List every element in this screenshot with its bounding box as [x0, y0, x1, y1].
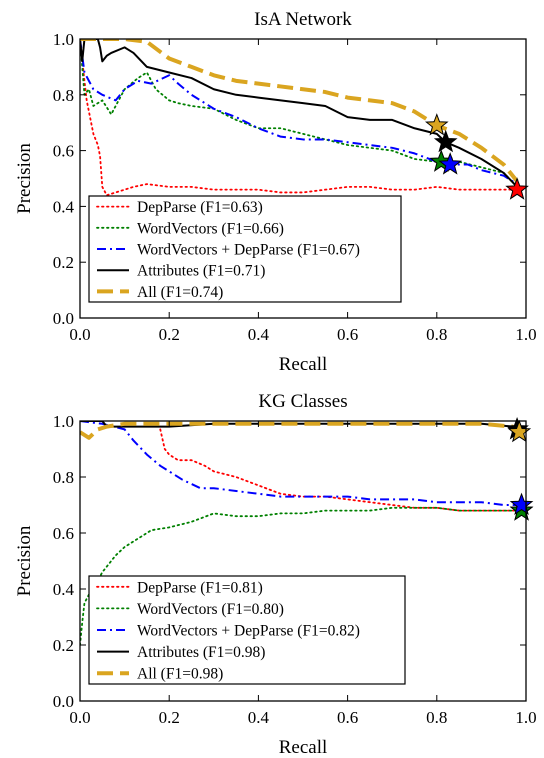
y-tick-label: 0.6 — [53, 142, 74, 161]
y-tick-label: 0.6 — [53, 524, 74, 543]
operating-point-star-5 — [507, 419, 532, 443]
x-tick-label: 0.6 — [337, 708, 358, 727]
series-line-1 — [159, 428, 523, 512]
operating-point-star-5 — [424, 113, 449, 136]
y-tick-label: 0.0 — [53, 309, 74, 328]
legend-label-1: DepParse (F1=0.63) — [137, 199, 263, 216]
series-line-2 — [80, 39, 518, 188]
legend-label-2: WordVectors (F1=0.80) — [137, 601, 284, 618]
series-line-1 — [80, 39, 518, 197]
legend-label-4: Attributes (F1=0.71) — [137, 263, 265, 280]
series-line-3 — [80, 39, 518, 185]
y-tick-label: 0.0 — [53, 692, 74, 711]
x-tick-label: 0.4 — [248, 708, 270, 727]
legend-box — [88, 575, 406, 685]
x-tick-label: 0.8 — [426, 708, 447, 727]
y-axis-label: Precision — [14, 525, 35, 596]
x-tick-label: 0.8 — [426, 325, 447, 344]
legend: DepParse (F1=0.81) WordVectors (F1=0.80) W… — [88, 575, 406, 685]
y-tick-label: 0.2 — [53, 253, 74, 272]
y-axis-label: Precision — [14, 143, 35, 214]
chart-panel-2: KG Classes 0.0 0.2 0.4 0.6 0.8 1.0 0.0 0.2 0.4 0.6… — [14, 391, 537, 758]
y-tick-label: 1.0 — [53, 412, 74, 431]
chart-panel-1: IsA Network 0.0 0.2 0.4 0.6 0.8 1.0 0.0 0.2 0.4 0.… — [14, 9, 537, 375]
y-tick-label: 1.0 — [53, 30, 74, 49]
y-tick-label: 0.4 — [53, 580, 75, 599]
legend-label-3: WordVectors + DepParse (F1=0.82) — [137, 623, 360, 640]
series-line-5 — [80, 39, 519, 183]
operating-point-star-4 — [433, 129, 458, 153]
legend-label-5: All (F1=0.74) — [137, 284, 223, 301]
x-tick-label: 0.0 — [69, 325, 90, 344]
x-tick-label: 1.0 — [515, 708, 536, 727]
plot-area — [80, 39, 519, 197]
y-tick-label: 0.8 — [53, 86, 74, 105]
legend-label-4: Attributes (F1=0.98) — [137, 644, 265, 661]
x-tick-label: 1.0 — [515, 325, 536, 344]
legend-label-3: WordVectors + DepParse (F1=0.67) — [137, 242, 360, 259]
x-axis-label: Recall — [279, 737, 328, 758]
legend-box — [88, 195, 402, 303]
operating-point-star-1 — [505, 177, 529, 200]
x-tick-label: 0.6 — [337, 325, 358, 344]
chart-title: IsA Network — [254, 9, 352, 30]
axes-frame — [79, 420, 527, 702]
series-line-5 — [80, 421, 523, 440]
axes-frame — [79, 38, 527, 319]
x-axis-label: Recall — [279, 354, 328, 375]
x-tick-label: 0.2 — [159, 325, 180, 344]
x-tick-label: 0.4 — [248, 325, 270, 344]
y-tick-label: 0.2 — [53, 636, 74, 655]
chart-title: KG Classes — [258, 391, 347, 412]
legend: DepParse (F1=0.63) WordVectors (F1=0.66) W… — [88, 195, 402, 303]
legend-label-5: All (F1=0.98) — [137, 666, 223, 683]
y-tick-label: 0.4 — [53, 197, 75, 216]
legend-label-2: WordVectors (F1=0.66) — [137, 220, 284, 237]
operating-point-star-3 — [509, 492, 534, 516]
series-line-3 — [80, 421, 522, 506]
legend-label-1: DepParse (F1=0.81) — [137, 579, 263, 596]
operating-point-star-3 — [438, 152, 462, 175]
series-line-4 — [80, 39, 518, 188]
y-tick-label: 0.8 — [53, 468, 74, 487]
x-tick-label: 0.0 — [69, 708, 90, 727]
x-tick-label: 0.2 — [159, 708, 180, 727]
